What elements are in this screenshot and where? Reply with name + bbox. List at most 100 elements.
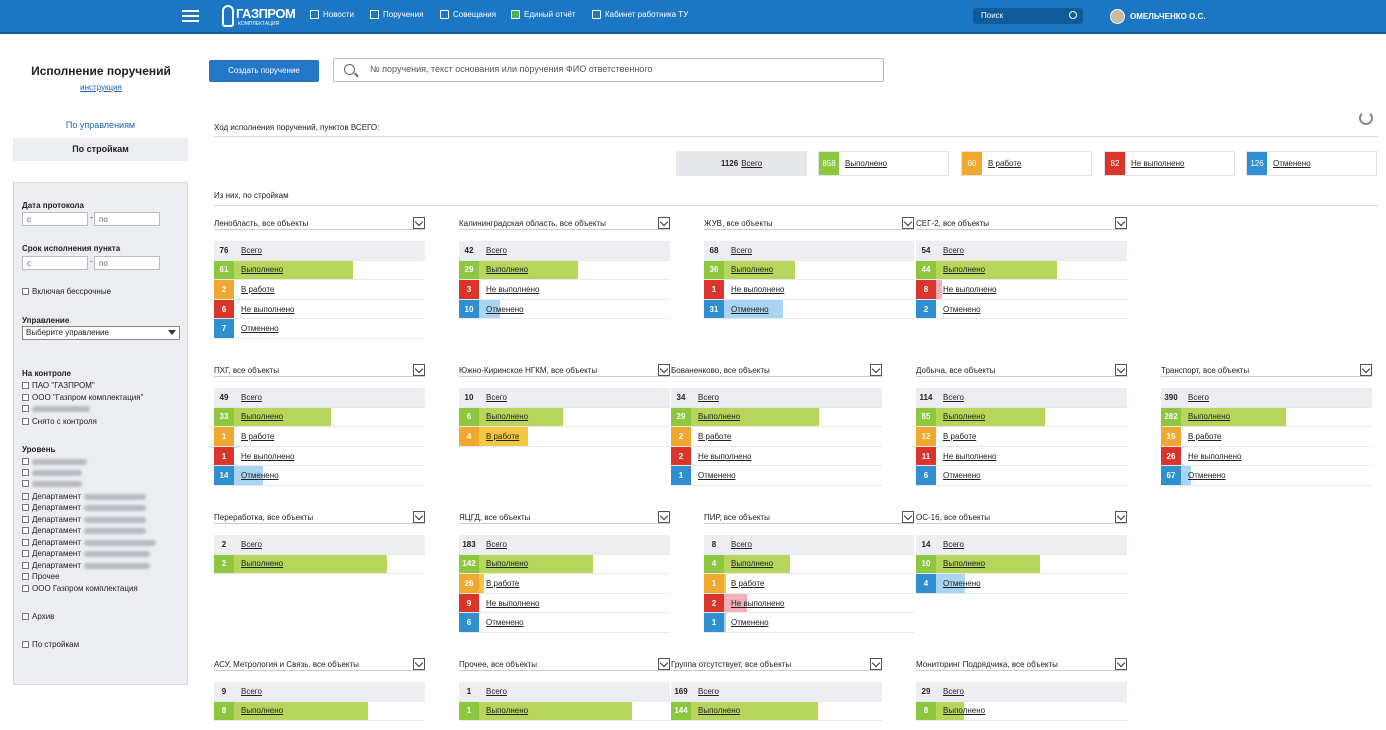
row-label[interactable]: Всего — [698, 686, 719, 696]
site-group-row[interactable]: 8 Не выполнено — [916, 280, 1127, 300]
row-label[interactable]: Отменено — [1188, 471, 1226, 481]
site-group-select[interactable]: Бованенково, все объекты — [671, 364, 882, 377]
site-group-row[interactable]: 26 В работе — [459, 574, 670, 594]
site-group-row[interactable]: 2 В работе — [214, 280, 425, 300]
site-group-row[interactable]: 144 Выполнено — [671, 701, 882, 722]
site-group-total-row[interactable]: 14 Всего — [916, 535, 1127, 555]
row-label[interactable]: Отменено — [943, 304, 981, 314]
archive-checkbox[interactable]: Архив — [22, 612, 54, 621]
level-checkbox[interactable] — [22, 458, 87, 465]
summary-done[interactable]: 858 Выполнено — [818, 151, 949, 176]
chevron-down-icon[interactable] — [413, 217, 425, 229]
row-label[interactable]: Выполнено — [486, 412, 529, 422]
site-group-row[interactable]: 8 Выполнено — [214, 701, 425, 722]
logo[interactable]: ГАЗПРОМ КОМПЛЕКТАЦИЯ — [222, 3, 296, 31]
site-group-select[interactable]: Группа отсутствует, все объекты — [671, 658, 882, 671]
user-menu[interactable]: ОМЕЛЬЧЕНКО О.С. — [1110, 9, 1206, 24]
site-group-row[interactable]: 4 Выполнено — [704, 554, 914, 575]
row-label[interactable]: Всего — [1188, 392, 1209, 402]
row-label[interactable]: Выполнено — [698, 412, 741, 422]
site-group-row[interactable]: 6 Не выполнено — [214, 299, 425, 320]
level-checkbox[interactable]: Департамент — [22, 515, 146, 524]
row-label[interactable]: Отменено — [486, 618, 524, 628]
row-label[interactable]: Отменено — [943, 471, 981, 481]
site-group-row[interactable]: 1 Выполнено — [459, 701, 670, 722]
site-group-row[interactable]: 6 Отменено — [916, 466, 1127, 486]
site-group-total-row[interactable]: 76 Всего — [214, 241, 425, 261]
site-group-row[interactable]: 29 Выполнено — [459, 260, 670, 281]
site-group-row[interactable]: 12 В работе — [916, 427, 1127, 447]
site-group-total-row[interactable]: 1 Всего — [459, 682, 670, 702]
row-label[interactable]: Всего — [241, 392, 262, 402]
chevron-down-icon[interactable] — [658, 364, 670, 376]
date-to-input[interactable]: по — [94, 212, 160, 226]
mgmt-select[interactable]: Выберите управление — [22, 326, 180, 340]
site-group-row[interactable]: 1 Отменено — [704, 613, 914, 633]
create-order-button[interactable]: Создать поручение — [209, 60, 319, 82]
row-label[interactable]: Отменено — [486, 304, 524, 314]
row-label[interactable]: Выполнено — [486, 559, 529, 569]
site-group-select[interactable]: ЖУВ, все объекты — [704, 217, 914, 230]
nav-news[interactable]: Новости — [310, 10, 354, 19]
site-group-total-row[interactable]: 68 Всего — [704, 241, 914, 261]
level-checkbox[interactable]: Прочее — [22, 572, 60, 581]
row-label[interactable]: Всего — [241, 245, 262, 255]
site-group-row[interactable]: 3 Не выполнено — [459, 280, 670, 300]
site-group-row[interactable]: 2 Не выполнено — [671, 446, 882, 467]
site-group-total-row[interactable]: 2 Всего — [214, 535, 425, 555]
site-group-total-row[interactable]: 8 Всего — [704, 535, 914, 555]
nav-report[interactable]: Единый отчёт — [511, 10, 576, 19]
level-checkbox[interactable]: Департамент — [22, 503, 146, 512]
deadline-to-input[interactable]: по — [94, 256, 160, 270]
site-group-select[interactable]: Южно-Киринское НГКМ, все объекты — [459, 364, 670, 377]
site-group-row[interactable]: 10 Выполнено — [916, 554, 1127, 575]
level-checkbox[interactable]: ООО Газпром комплектация — [22, 584, 138, 593]
row-label[interactable]: Не выполнено — [943, 451, 997, 461]
row-label[interactable]: Всего — [486, 539, 507, 549]
chevron-down-icon[interactable] — [902, 217, 914, 229]
site-group-row[interactable]: 2 Не выполнено — [704, 593, 914, 614]
row-label[interactable]: Отменено — [731, 304, 769, 314]
site-group-row[interactable]: 36 Выполнено — [704, 260, 914, 281]
row-label[interactable]: Выполнено — [943, 265, 986, 275]
site-group-row[interactable]: 31 Отменено — [704, 299, 914, 320]
row-label[interactable]: Выполнено — [731, 559, 774, 569]
site-group-select[interactable]: ПХГ, все объекты — [214, 364, 425, 377]
row-label[interactable]: Всего — [943, 245, 964, 255]
row-label[interactable]: Не выполнено — [486, 284, 540, 294]
summary-cancelled[interactable]: 126 Отменено — [1246, 151, 1377, 176]
chevron-down-icon[interactable] — [870, 364, 882, 376]
site-group-total-row[interactable]: 390 Всего — [1161, 388, 1372, 408]
site-group-total-row[interactable]: 10 Всего — [459, 388, 670, 408]
row-label[interactable]: Не выполнено — [241, 451, 295, 461]
site-group-row[interactable]: 1 В работе — [704, 574, 914, 594]
main-search-input[interactable]: № поручения, текст основания или поручен… — [333, 58, 884, 82]
tab-by-sites[interactable]: По стройкам — [13, 138, 188, 161]
site-group-total-row[interactable]: 29 Всего — [916, 682, 1127, 702]
row-label[interactable]: В работе — [943, 431, 977, 441]
site-group-select[interactable]: ПИР, все объекты — [704, 511, 914, 524]
level-checkbox[interactable] — [22, 480, 82, 487]
site-group-row[interactable]: 1 Не выполнено — [214, 446, 425, 467]
site-group-row[interactable]: 282 Выполнено — [1161, 407, 1372, 428]
site-group-select[interactable]: Переработка, все объекты — [214, 511, 425, 524]
chevron-down-icon[interactable] — [413, 658, 425, 670]
row-label[interactable]: Выполнено — [731, 265, 774, 275]
header-search-input[interactable]: Поиск — [973, 8, 1083, 24]
site-group-row[interactable]: 1 Не выполнено — [704, 280, 914, 300]
site-group-select[interactable]: Калининградская область, все объекты — [459, 217, 670, 230]
row-label[interactable]: В работе — [731, 578, 765, 588]
site-group-row[interactable]: 6 Выполнено — [459, 407, 670, 428]
row-label[interactable]: Всего — [486, 686, 507, 696]
row-label[interactable]: Не выполнено — [1188, 451, 1242, 461]
nav-meetings[interactable]: Совещания — [440, 10, 496, 19]
row-label[interactable]: Выполнено — [241, 265, 284, 275]
control-checkbox[interactable] — [22, 405, 90, 412]
row-label[interactable]: Выполнено — [1188, 412, 1231, 422]
site-group-row[interactable]: 44 Выполнено — [916, 260, 1127, 281]
row-label[interactable]: Выполнено — [943, 412, 986, 422]
summary-in-work[interactable]: 60 В работе — [961, 151, 1092, 176]
row-label[interactable]: Выполнено — [241, 559, 284, 569]
site-group-total-row[interactable]: 9 Всего — [214, 682, 425, 702]
deadline-from-input[interactable]: с — [22, 256, 88, 270]
